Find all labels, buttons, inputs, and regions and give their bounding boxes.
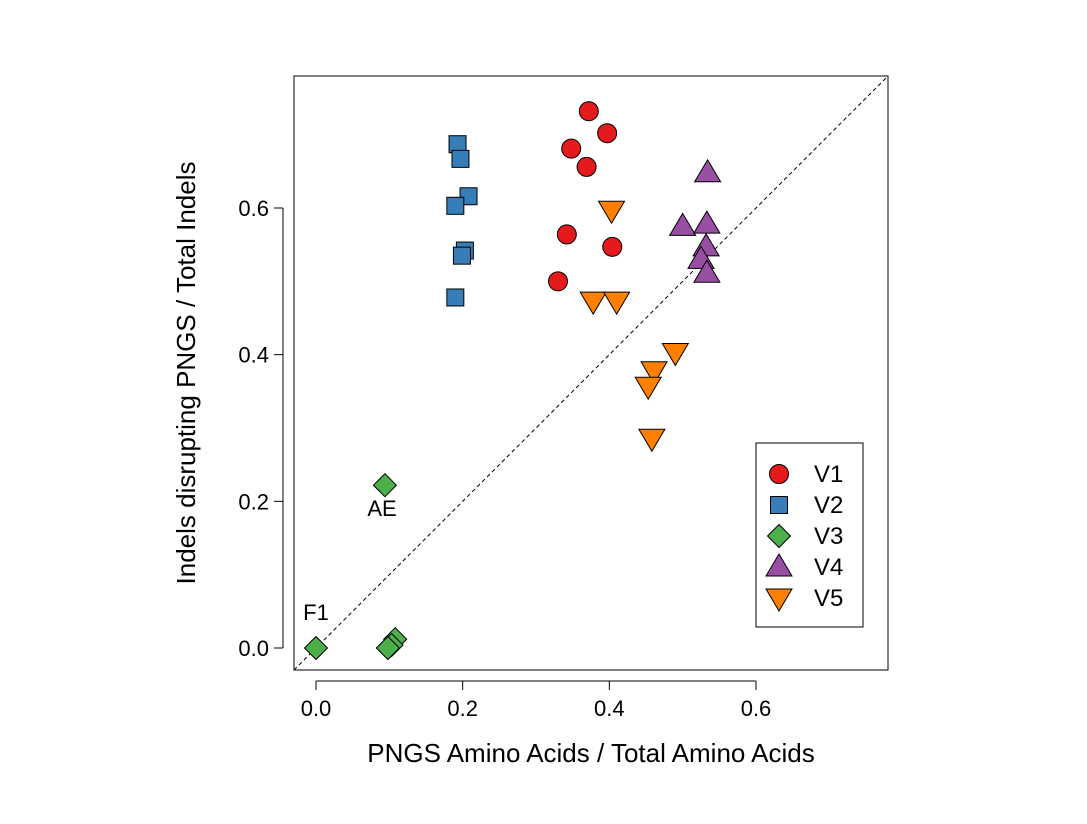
- data-point-v4: [692, 210, 721, 234]
- y-tick-label: 0.2: [238, 489, 269, 514]
- data-point-v4: [693, 158, 722, 183]
- legend-marker: [769, 464, 789, 484]
- series-v4: [668, 158, 722, 283]
- legend-marker: [765, 588, 793, 612]
- legend-item-v5: V5: [765, 585, 843, 612]
- y-tick-label: 0.0: [238, 636, 269, 661]
- data-point-v2: [451, 149, 470, 168]
- data-point-v1: [578, 101, 599, 122]
- legend-item-v4: V4: [765, 553, 843, 581]
- data-point-v5: [602, 291, 631, 316]
- y-axis-label: Indels disrupting PNGS / Total Indels: [171, 162, 201, 585]
- identity-reference-line: [293, 75, 889, 671]
- y-tick-label: 0.4: [238, 343, 269, 368]
- point-annotation: F1: [303, 600, 329, 625]
- x-tick-label: 0.2: [447, 696, 478, 721]
- legend-marker: [766, 523, 792, 549]
- legend-marker: [765, 553, 793, 577]
- series-v2: [446, 135, 478, 307]
- annotations: AE F1: [303, 496, 397, 625]
- x-axis-label: PNGS Amino Acids / Total Amino Acids: [367, 738, 815, 768]
- data-point-v1: [576, 156, 597, 177]
- legend: V1 V2 V3 V4 V5: [755, 442, 864, 628]
- x-tick-label: 0.0: [301, 696, 332, 721]
- data-point-v3: [372, 472, 398, 498]
- data-point-v2: [452, 246, 471, 265]
- data-point-v1: [602, 236, 623, 257]
- legend-label: V1: [814, 461, 843, 488]
- data-point-v1: [561, 138, 582, 159]
- y-axis: 0.0 0.2 0.4 0.6: [238, 196, 284, 661]
- x-tick-label: 0.6: [741, 696, 772, 721]
- data-point-v1: [548, 271, 568, 292]
- data-point-v5: [661, 342, 690, 367]
- data-point-v5: [634, 376, 663, 401]
- data-point-v5: [597, 200, 626, 225]
- data-points: [303, 101, 722, 661]
- legend-item-v1: V1: [769, 461, 843, 488]
- plot-frame: [293, 75, 889, 671]
- series-v3: [303, 472, 408, 661]
- data-point-v2: [446, 288, 465, 307]
- legend-item-v2: V2: [770, 492, 843, 519]
- data-point-v5: [637, 428, 666, 453]
- legend-item-v3: V3: [766, 523, 843, 550]
- legend-marker: [770, 496, 788, 514]
- data-point-v1: [556, 224, 577, 245]
- data-point-v1: [597, 123, 618, 144]
- legend-label: V3: [814, 523, 843, 550]
- data-point-v4: [692, 259, 721, 283]
- data-point-v3: [375, 635, 401, 661]
- x-axis: 0.0 0.2 0.4 0.6: [301, 680, 772, 721]
- data-point-v2: [446, 196, 465, 215]
- data-point-v5: [579, 291, 608, 316]
- legend-label: V4: [814, 554, 843, 581]
- data-point-v4: [668, 212, 697, 236]
- reference-line-group: [293, 75, 889, 671]
- series-v1: [548, 101, 623, 292]
- x-tick-label: 0.4: [594, 696, 625, 721]
- y-tick-label: 0.6: [238, 196, 269, 221]
- data-point-v5: [640, 361, 668, 385]
- series-v5: [579, 200, 690, 453]
- legend-label: V5: [814, 585, 843, 612]
- point-annotation: AE: [367, 496, 396, 521]
- data-point-v3: [303, 635, 329, 661]
- legend-label: V2: [814, 492, 843, 519]
